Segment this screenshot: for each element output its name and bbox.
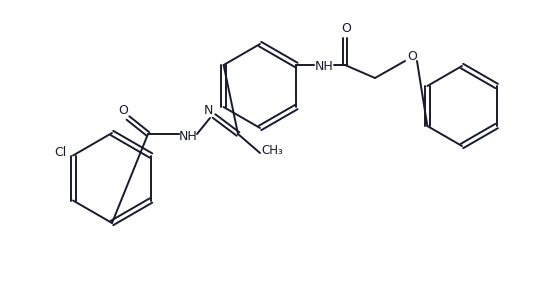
- Text: NH: NH: [179, 130, 198, 142]
- Text: O: O: [118, 104, 128, 116]
- Text: O: O: [341, 23, 351, 35]
- Text: NH: NH: [315, 59, 334, 72]
- Text: CH₃: CH₃: [261, 144, 283, 156]
- Text: O: O: [407, 51, 417, 63]
- Text: Cl: Cl: [54, 146, 66, 159]
- Text: N: N: [203, 104, 213, 116]
